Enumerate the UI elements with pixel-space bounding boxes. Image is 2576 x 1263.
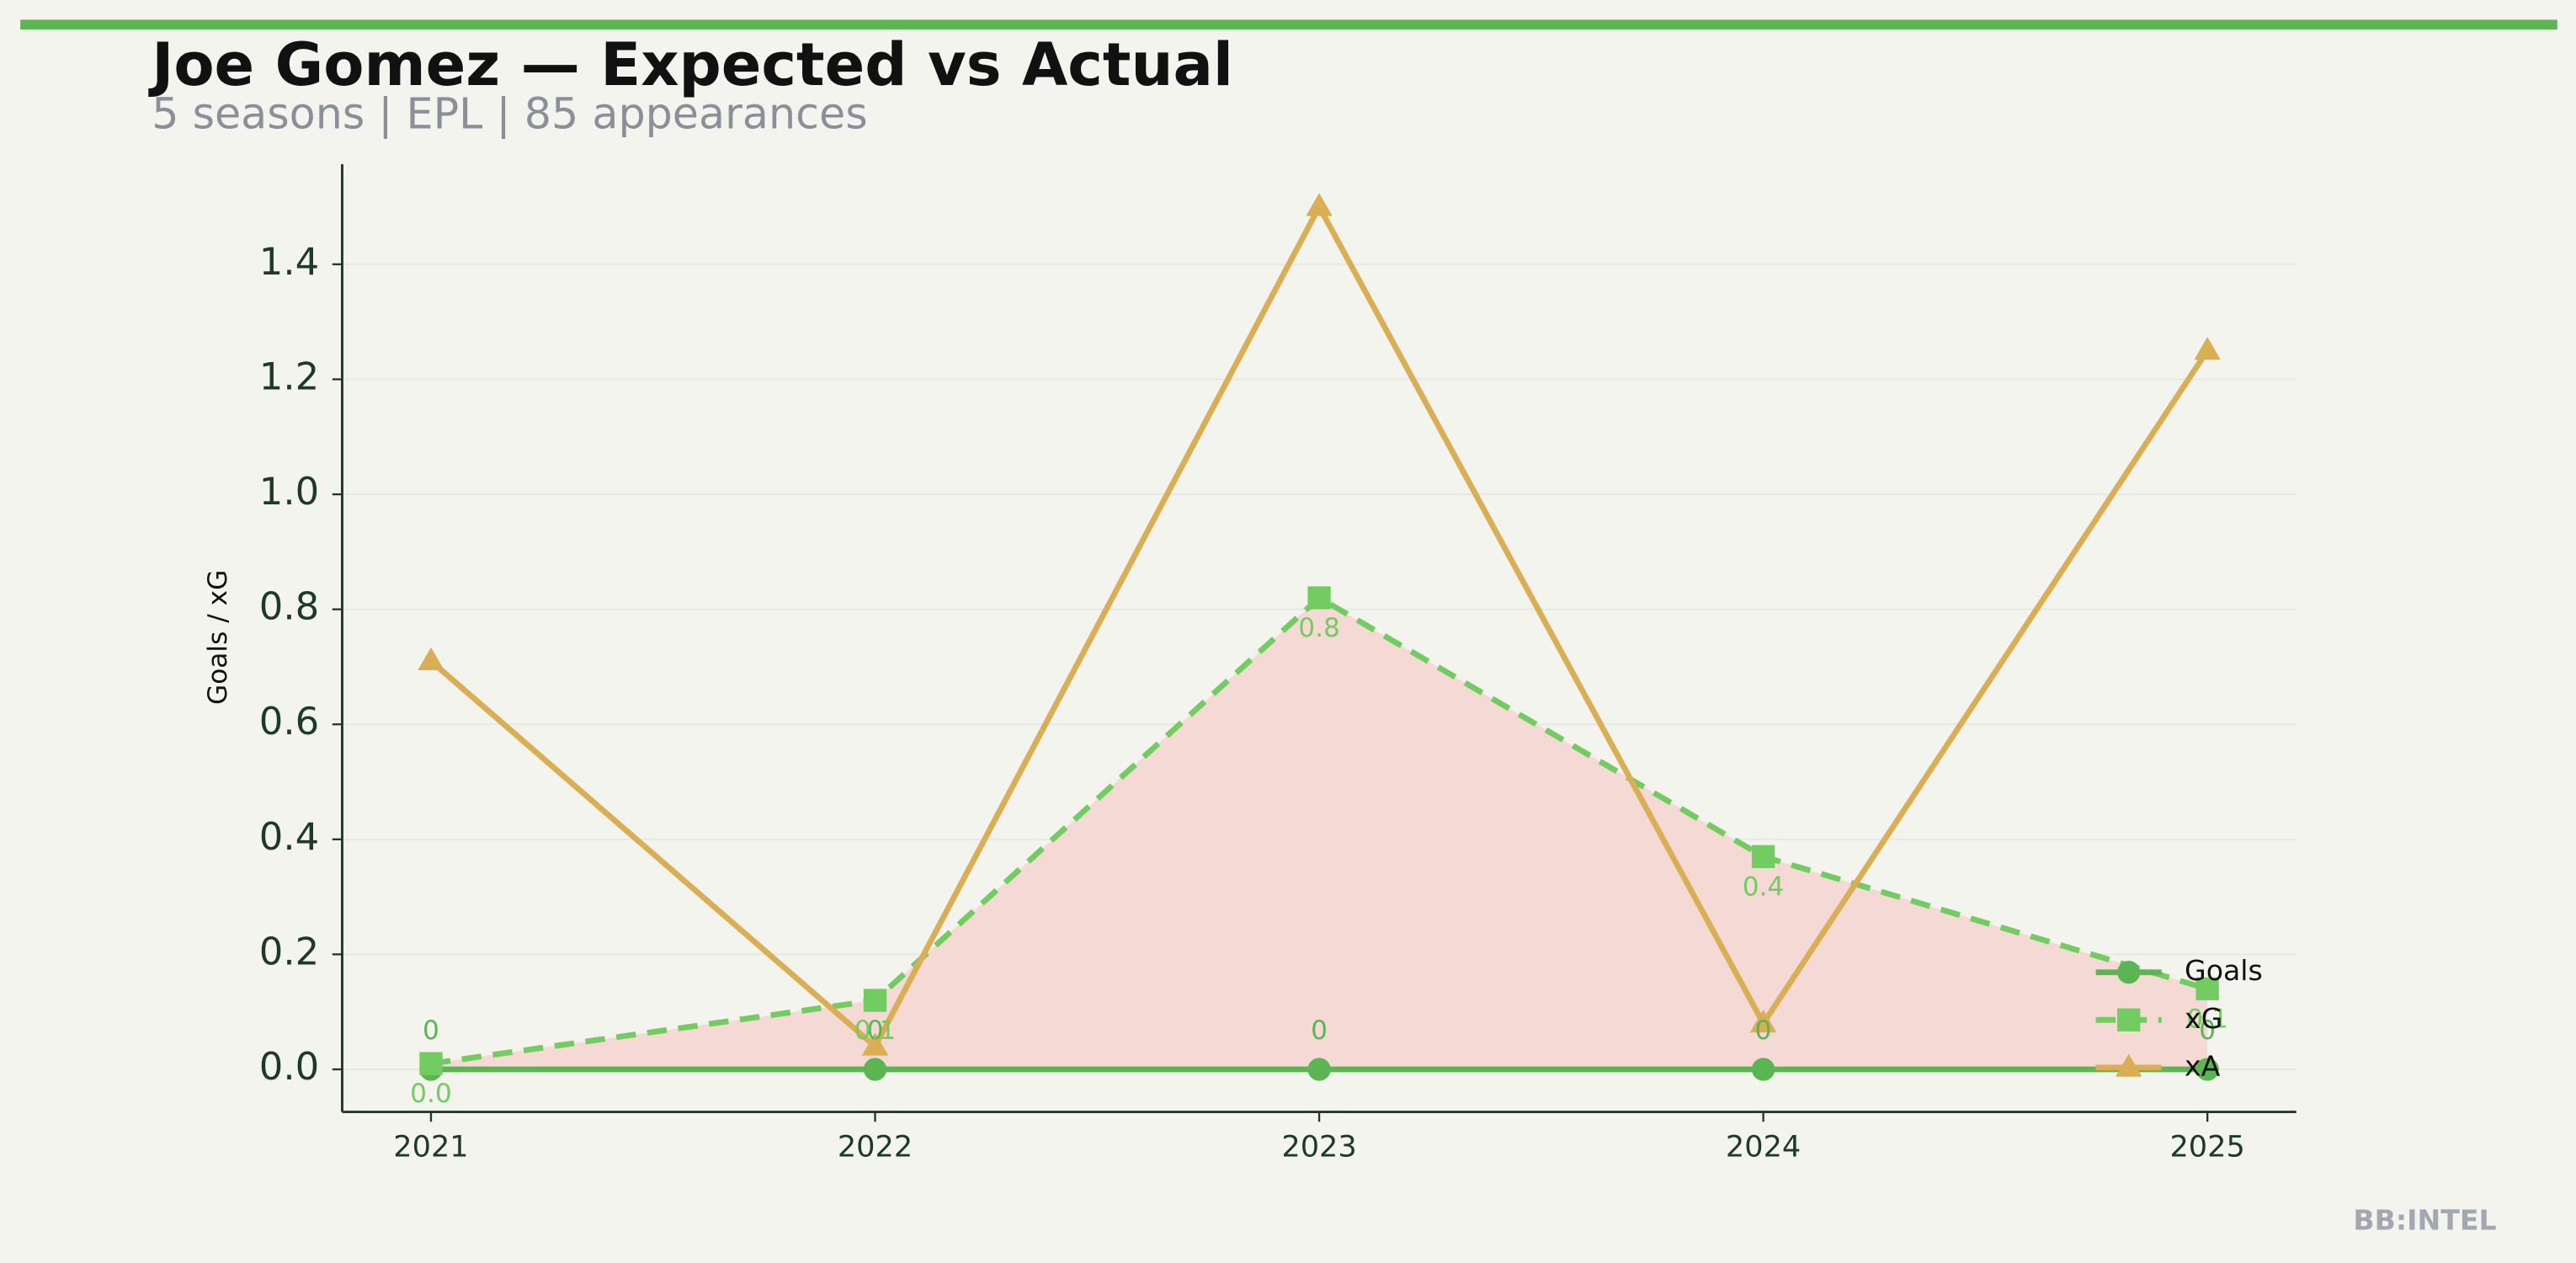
point: [418, 647, 444, 671]
top-bar: [20, 19, 2557, 30]
point: [1749, 1009, 1777, 1033]
x-tick-label: 2024: [1726, 1129, 1801, 1164]
x-tick-label: 2025: [2169, 1129, 2244, 1164]
data-label: 0.4: [1743, 871, 1785, 902]
point: [2195, 977, 2219, 1001]
data-label: 0: [1311, 1015, 1328, 1046]
y-tick-label: 0.0: [259, 1044, 319, 1089]
data-label: 0: [423, 1015, 439, 1046]
point: [861, 1032, 889, 1056]
legend-label: Goals: [2185, 954, 2263, 987]
y-tick-label: 0.8: [259, 584, 319, 629]
x-tick-label: 2021: [393, 1129, 468, 1164]
data-label: 0: [1755, 1015, 1772, 1046]
data-label: 0: [867, 1015, 884, 1046]
legend-marker: [2115, 1053, 2142, 1077]
legend-marker: [2117, 1008, 2141, 1031]
point: [1307, 1058, 1331, 1081]
x-tick-label: 2023: [1281, 1129, 1356, 1164]
data-label: 0.1: [2186, 1004, 2228, 1034]
y-tick-label: 1.2: [259, 354, 319, 398]
y-tick-label: 0.6: [259, 699, 319, 743]
legend-label: xA: [2185, 1049, 2221, 1082]
y-tick-label: 1.0: [259, 469, 319, 514]
y-tick-label: 0.2: [259, 929, 319, 973]
data-label: 0.0: [410, 1079, 452, 1109]
point: [2194, 336, 2221, 360]
point: [1751, 845, 1775, 868]
point: [863, 1058, 887, 1081]
y-tick-label: 0.4: [259, 814, 319, 859]
watermark: BB:INTEL: [2353, 1204, 2496, 1237]
point: [1307, 586, 1331, 610]
chart-subtitle: 5 seasons | EPL | 85 appearances: [152, 88, 867, 139]
gap-area: [430, 597, 2208, 1070]
chart-title: Joe Gomez — Expected vs Actual: [148, 30, 1233, 99]
point: [2195, 1058, 2219, 1081]
x-tick-label: 2022: [838, 1129, 913, 1164]
legend-marker: [2117, 961, 2141, 984]
point: [863, 989, 887, 1012]
point: [1306, 193, 1333, 216]
point: [419, 1052, 443, 1075]
y-axis-label: Goals / xG: [203, 570, 233, 705]
y-tick-label: 1.4: [259, 239, 319, 284]
data-label: 0.8: [1298, 613, 1340, 643]
data-label: 0: [2199, 1015, 2216, 1046]
data-label: 0.1: [854, 1015, 897, 1046]
legend-label: xG: [2185, 1002, 2222, 1035]
point: [1751, 1058, 1775, 1081]
